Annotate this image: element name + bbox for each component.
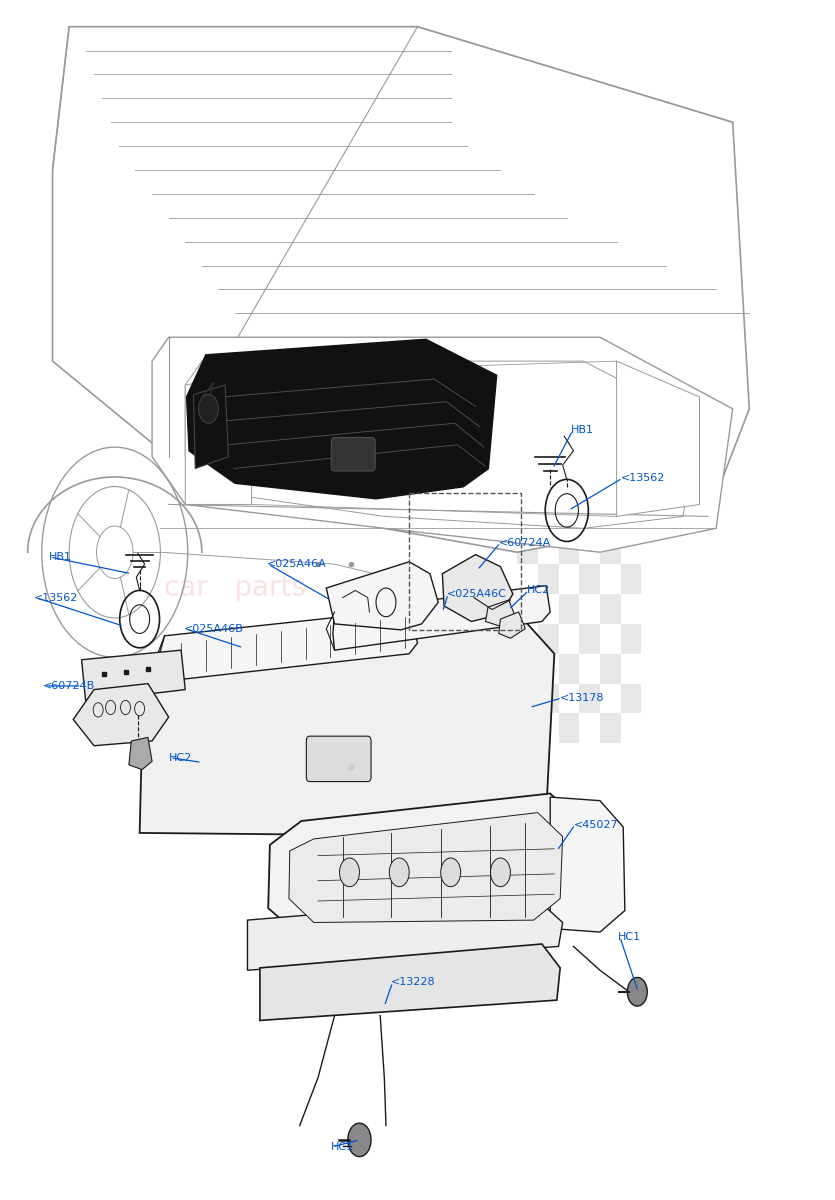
Text: car   parts: car parts — [164, 574, 306, 602]
Polygon shape — [53, 26, 749, 552]
Bar — [579, 624, 600, 654]
Text: <13562: <13562 — [34, 593, 78, 602]
Polygon shape — [187, 340, 496, 498]
FancyBboxPatch shape — [331, 438, 375, 470]
Text: HC1: HC1 — [331, 1142, 353, 1152]
Bar — [517, 534, 538, 564]
Text: HC2: HC2 — [527, 586, 550, 595]
Bar — [579, 564, 600, 594]
Polygon shape — [550, 797, 625, 932]
Polygon shape — [268, 793, 584, 937]
Polygon shape — [443, 554, 513, 622]
Polygon shape — [260, 944, 560, 1020]
Bar — [600, 534, 620, 564]
Text: HC1: HC1 — [618, 932, 641, 942]
Bar — [620, 504, 641, 534]
Circle shape — [348, 1123, 371, 1157]
Bar — [600, 654, 620, 684]
Bar — [600, 594, 620, 624]
Polygon shape — [156, 610, 418, 682]
Text: <60724A: <60724A — [498, 538, 551, 547]
Polygon shape — [498, 612, 525, 638]
Polygon shape — [289, 812, 563, 923]
Text: <13178: <13178 — [560, 692, 605, 703]
Bar — [538, 684, 559, 714]
Text: <025A46A: <025A46A — [266, 559, 326, 569]
Circle shape — [340, 858, 359, 887]
Polygon shape — [152, 337, 732, 552]
Circle shape — [627, 978, 647, 1006]
Bar — [600, 714, 620, 743]
Polygon shape — [82, 650, 185, 702]
Bar — [559, 714, 579, 743]
Bar — [517, 594, 538, 624]
Text: HB1: HB1 — [571, 425, 594, 436]
Text: <025A46B: <025A46B — [184, 624, 243, 634]
Polygon shape — [73, 684, 169, 745]
Text: HB1: HB1 — [48, 552, 72, 562]
Bar — [538, 624, 559, 654]
Bar — [579, 684, 600, 714]
Text: <13562: <13562 — [620, 473, 665, 484]
Polygon shape — [139, 622, 554, 836]
Circle shape — [441, 858, 461, 887]
Polygon shape — [129, 737, 152, 769]
Polygon shape — [185, 361, 700, 528]
Text: <45027: <45027 — [574, 820, 618, 829]
Bar — [559, 594, 579, 624]
Text: HC2: HC2 — [169, 752, 192, 763]
Bar — [538, 564, 559, 594]
Bar — [579, 504, 600, 534]
Circle shape — [389, 858, 409, 887]
Bar — [620, 624, 641, 654]
Text: <13228: <13228 — [391, 977, 436, 988]
Polygon shape — [194, 385, 229, 469]
Bar — [517, 654, 538, 684]
Bar — [620, 684, 641, 714]
Text: <025A46C: <025A46C — [447, 589, 506, 599]
Polygon shape — [326, 562, 438, 630]
Bar — [517, 714, 538, 743]
Bar — [409, 492, 521, 630]
Polygon shape — [616, 361, 700, 516]
Bar — [620, 564, 641, 594]
Bar — [559, 534, 579, 564]
FancyBboxPatch shape — [306, 736, 371, 781]
Bar — [538, 504, 559, 534]
Circle shape — [199, 395, 219, 424]
Circle shape — [490, 858, 510, 887]
Polygon shape — [485, 600, 515, 626]
Text: <60724B: <60724B — [43, 680, 95, 691]
Text: scuderia: scuderia — [135, 644, 335, 686]
Bar — [559, 654, 579, 684]
Polygon shape — [333, 586, 550, 650]
Polygon shape — [185, 373, 251, 504]
Polygon shape — [247, 896, 563, 971]
